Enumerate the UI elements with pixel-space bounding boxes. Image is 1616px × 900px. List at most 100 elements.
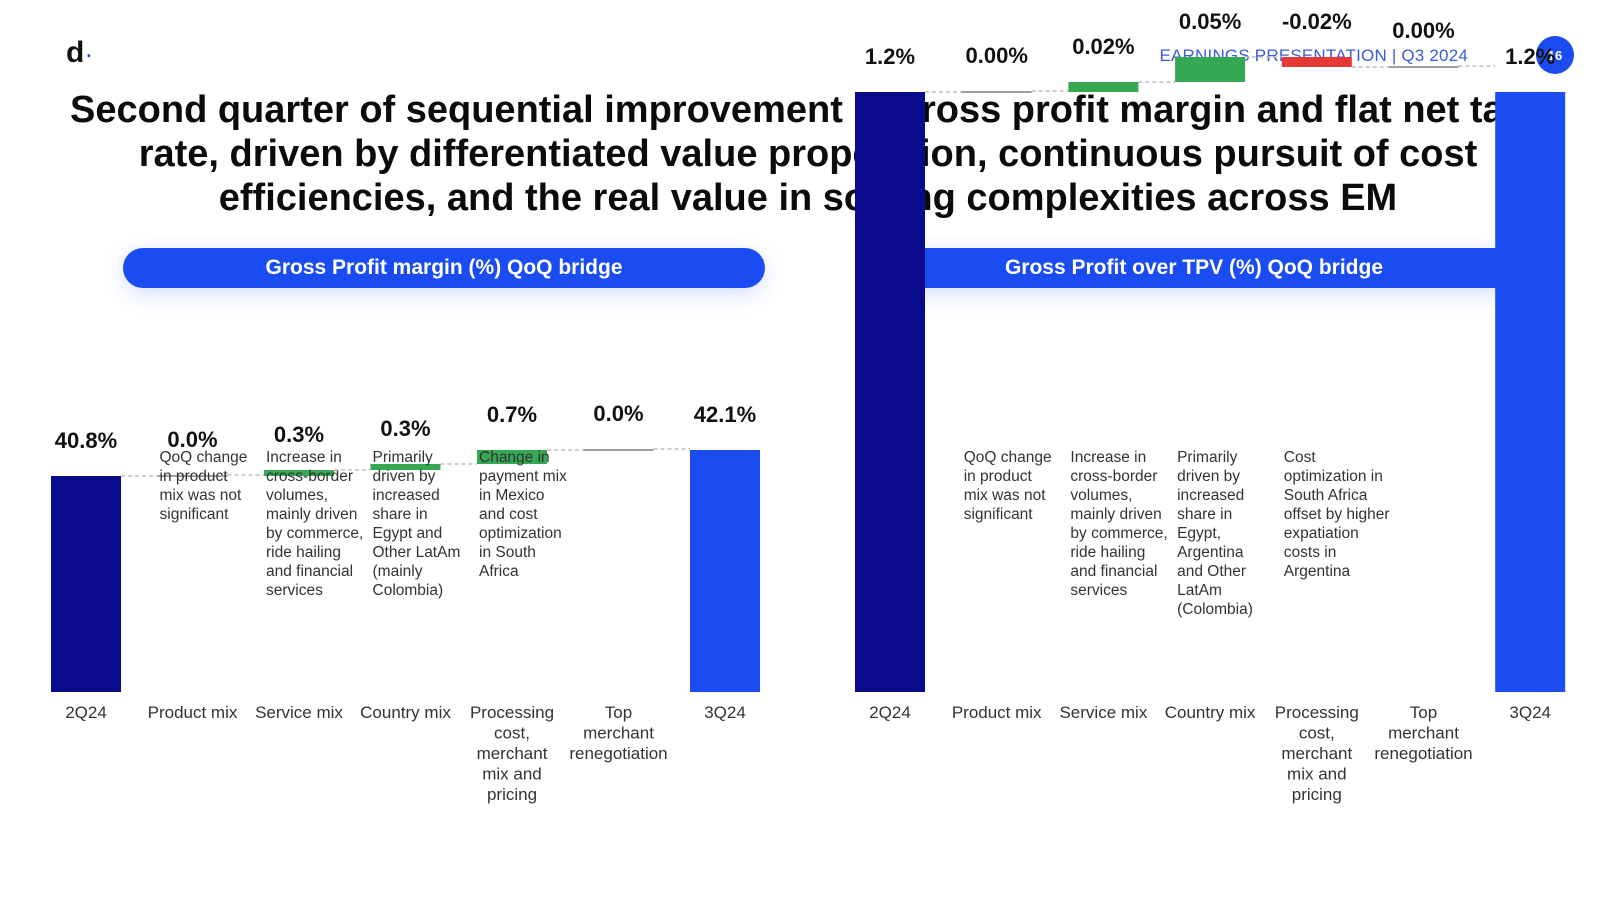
bar-0-1 [157, 475, 228, 477]
annotation-line: mainly driven [1070, 506, 1161, 523]
category-label-line: cost, [494, 724, 530, 743]
annotation-line: expatiation [1284, 525, 1359, 542]
value-label: 0.05% [1179, 9, 1241, 34]
category-label: 2Q24 [65, 703, 107, 722]
category-label-line: Product mix [952, 703, 1042, 722]
annotation-line: and Other [1177, 563, 1246, 580]
value-label: 0.3% [380, 416, 430, 441]
bar-1-1 [961, 91, 1032, 93]
annotation-line: significant [160, 506, 230, 523]
category-label-line: mix and [482, 765, 542, 784]
bar-0-4 [477, 450, 547, 464]
category-label: 2Q24 [869, 703, 911, 722]
category-label-line: 2Q24 [869, 703, 911, 722]
annotation-line: and cost [479, 506, 538, 523]
category-label: Service mix [1059, 703, 1147, 722]
value-label: 42.1% [694, 402, 756, 427]
page-number-badge: 16 [1536, 36, 1574, 74]
category-label: Processing cost, merchant mix and pricing [470, 703, 554, 804]
annotation-line: ride hailing [266, 544, 341, 561]
annotation-note: Change in payment mix in Mexico and cost opt… [479, 449, 567, 580]
annotation-line: cross-border [266, 468, 353, 485]
annotation-line: share in [373, 506, 428, 523]
category-label-line: pricing [487, 785, 537, 804]
logo-letter: d [66, 36, 85, 69]
category-label: Product mix [952, 703, 1042, 722]
logo-dot: · [86, 46, 93, 66]
annotation-line: Primarily [1177, 449, 1238, 466]
company-logo: d · [66, 36, 92, 70]
annotation-line: optimization [479, 525, 562, 542]
value-label: 40.8% [55, 428, 117, 453]
category-label: Top merchant renegotiation [1374, 703, 1472, 763]
category-label: Processing cost, merchant mix and pricing [1275, 703, 1359, 804]
annotation-note: Primarily driven by increased share in Egypt… [373, 449, 461, 599]
annotation-line: South Africa [1284, 487, 1368, 504]
annotation-line: increased [1177, 487, 1244, 504]
annotation-line: volumes, [1070, 487, 1132, 504]
annotation-line: Other LatAm [373, 544, 461, 561]
category-label-line: 3Q24 [704, 703, 746, 722]
value-label: 0.00% [966, 43, 1028, 68]
value-label: 0.3% [274, 422, 324, 447]
category-label-line: Service mix [255, 703, 343, 722]
annotation-line: by commerce, [1070, 525, 1167, 542]
category-label-line: merchant [477, 744, 548, 763]
category-label: Product mix [148, 703, 238, 722]
category-label-line: renegotiation [569, 744, 667, 763]
annotation-line: LatAm [1177, 582, 1222, 599]
category-label-line: merchant [583, 724, 654, 743]
annotation-line: QoQ change [964, 449, 1052, 466]
bar-1-0 [855, 92, 925, 692]
category-label: 3Q24 [1509, 703, 1551, 722]
annotation-line: services [266, 582, 323, 599]
annotation-line: cross-border [1070, 468, 1157, 485]
annotation-note: Primarily driven by increased share in Egypt… [1177, 449, 1253, 618]
bar-0-3 [370, 464, 441, 470]
category-label-line: Processing [470, 703, 554, 722]
category-label: Country mix [1165, 703, 1256, 722]
annotation-line: in South [479, 544, 536, 561]
annotation-line: offset by higher [1284, 506, 1390, 523]
category-label-line: Product mix [148, 703, 238, 722]
category-label: Top merchant renegotiation [569, 703, 667, 763]
annotation-note: QoQ change in product mix was not significa… [160, 449, 248, 523]
annotation-line: mainly driven [266, 506, 357, 523]
left-chart-title: Gross Profit margin (%) QoQ bridge [123, 248, 765, 288]
annotation-line: significant [964, 506, 1034, 523]
annotation-line: costs in [1284, 544, 1337, 561]
category-label-line: Country mix [1165, 703, 1256, 722]
category-label-line: mix and [1287, 765, 1347, 784]
annotation-line: in product [964, 468, 1033, 485]
annotation-line: in product [160, 468, 229, 485]
category-label-line: merchant [1388, 724, 1459, 743]
category-label-line: Service mix [1059, 703, 1147, 722]
annotation-line: by commerce, [266, 525, 363, 542]
right-chart-title: Gross Profit over TPV (%) QoQ bridge [873, 248, 1515, 288]
category-label-line: merchant [1281, 744, 1352, 763]
annotation-note: QoQ change in product mix was not significa… [964, 449, 1052, 523]
annotation-line: Increase in [1070, 449, 1146, 466]
annotation-line: Cost [1284, 449, 1317, 466]
bar-0-5 [583, 449, 654, 451]
category-label-line: Top [605, 703, 632, 722]
annotation-line: share in [1177, 506, 1232, 523]
annotation-line: and financial [1070, 563, 1157, 580]
annotation-note: Cost optimization in South Africa offset by… [1284, 449, 1390, 580]
category-label-line: 2Q24 [65, 703, 107, 722]
annotation-line: optimization in [1284, 468, 1383, 485]
annotation-line: services [1070, 582, 1127, 599]
annotation-line: Argentina [1177, 544, 1244, 561]
slide-title: Second quarter of sequential improvement… [70, 89, 1546, 219]
category-label: Country mix [360, 703, 451, 722]
bar-1-3 [1175, 57, 1246, 82]
category-label-line: 3Q24 [1509, 703, 1551, 722]
annotation-note: Increase in cross-border volumes, mainly dr… [1070, 449, 1167, 599]
annotation-line: mix was not [964, 487, 1047, 504]
annotation-line: and financial [266, 563, 353, 580]
category-label-line: Processing [1275, 703, 1359, 722]
annotation-line: Change in [479, 449, 550, 466]
bar-0-2 [264, 470, 334, 476]
value-label: -0.02% [1282, 9, 1352, 34]
annotation-line: Colombia) [373, 582, 444, 599]
